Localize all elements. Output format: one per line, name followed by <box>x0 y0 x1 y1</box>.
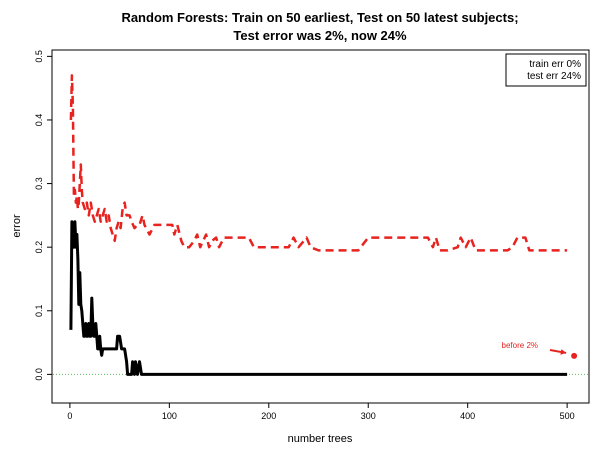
annotation-layer: before 2% <box>502 341 578 359</box>
x-tick-label-3: 300 <box>361 411 376 421</box>
series-layer <box>69 74 568 376</box>
x-tick-label-2: 200 <box>261 411 276 421</box>
x-tick-label-0: 0 <box>67 411 72 421</box>
y-tick-label-1: 0.1 <box>34 305 44 318</box>
series-test-err-line <box>69 74 568 252</box>
legend: train err 0% test err 24% <box>505 53 587 87</box>
chart-title-line2: Test error was 2%, now 24% <box>233 28 407 43</box>
x-tick-label-1: 100 <box>162 411 177 421</box>
y-tick-label-0: 0.0 <box>34 368 44 381</box>
series-train-err-line <box>69 220 568 376</box>
y-tick-label-4: 0.4 <box>34 114 44 127</box>
x-tick-label-5: 500 <box>560 411 575 421</box>
x-tick-label-4: 400 <box>460 411 475 421</box>
legend-entry-train: train err 0% <box>529 59 581 70</box>
legend-entry-test: test err 24% <box>527 71 581 82</box>
chart-title-line1: Random Forests: Train on 50 earliest, Te… <box>121 10 518 25</box>
y-tick-label-5: 0.5 <box>34 50 44 63</box>
y-axis-label: error <box>11 214 23 238</box>
annotation-point <box>571 352 578 359</box>
y-tick-label-3: 0.3 <box>34 177 44 190</box>
annotation-arrowhead <box>560 349 567 355</box>
plot-frame <box>51 49 590 404</box>
y-tick-label-2: 0.2 <box>34 241 44 254</box>
axis-ticks: 0 100 200 300 400 500 0.0 0.1 0.2 0.3 0.4 0.5 <box>34 50 575 421</box>
x-axis-label: number trees <box>288 433 353 445</box>
legend-box <box>505 53 587 87</box>
annotation-label: before 2% <box>502 341 538 350</box>
